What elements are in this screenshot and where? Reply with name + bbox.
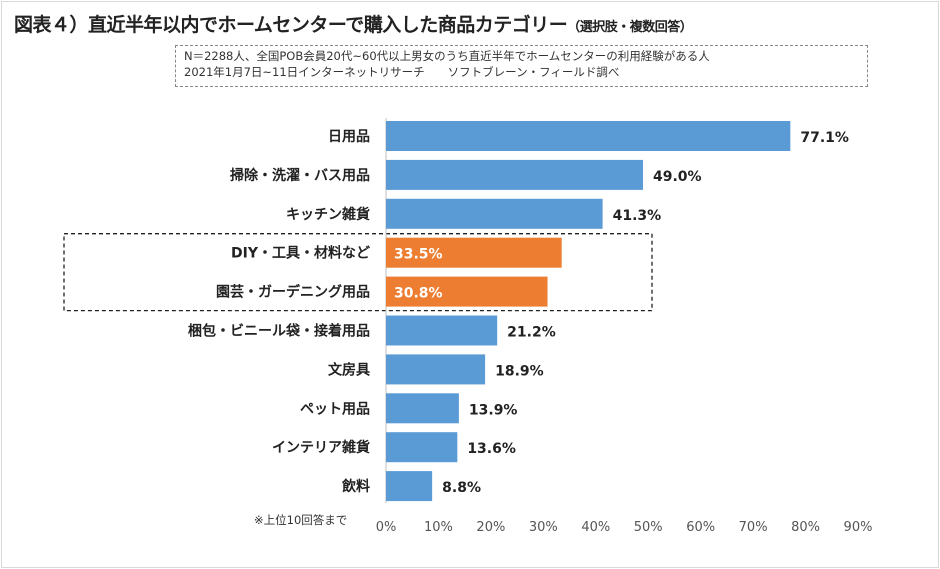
x-tick-label: 30% <box>529 520 558 535</box>
chart-title: 図表４）直近半年以内でホームセンターで購入した商品カテゴリー（選択肢・複数回答） <box>14 14 693 36</box>
bar <box>386 198 603 229</box>
bar <box>386 354 486 385</box>
note-line: N＝2288人、全国POB会員20代~60代以上男女のうち直近半年でホームセンタ… <box>184 49 710 63</box>
category-label: ペット用品 <box>300 401 370 417</box>
category-label: インテリア雑貨 <box>272 439 370 456</box>
category-label: 日用品 <box>328 129 370 145</box>
category-label: 梱包・ビニール袋・接着用品 <box>188 323 370 340</box>
category-label: キッチン雑貨 <box>286 206 370 223</box>
bar <box>386 121 791 151</box>
x-tick-label: 70% <box>739 520 768 535</box>
category-label: 園芸・ガーデニング用品 <box>216 284 370 301</box>
bar <box>386 393 459 424</box>
note-line: 2021年1月7日~11日インターネットリサーチ ソフトブレーン・フィールド調べ <box>184 65 620 79</box>
x-tick-label: 40% <box>581 520 610 535</box>
x-tick-label: 20% <box>476 520 505 535</box>
bar <box>386 276 548 307</box>
x-tick-label: 60% <box>686 520 715 535</box>
survey-note: N＝2288人、全国POB会員20代~60代以上男女のうち直近半年でホームセンタ… <box>175 45 868 87</box>
data-label: 30.8% <box>394 286 443 302</box>
footnote: ※上位10回答まで <box>254 513 348 527</box>
data-label: 49.0% <box>653 169 702 185</box>
category-label: 掃除・洗濯・バス用品 <box>230 167 370 184</box>
data-label: 41.3% <box>613 208 662 224</box>
x-tick-label: 80% <box>791 520 820 535</box>
x-tick-label: 0% <box>376 520 397 535</box>
highlight-box <box>63 233 653 312</box>
x-tick-label: 50% <box>634 520 663 535</box>
data-label: 8.8% <box>442 480 481 496</box>
bar <box>386 471 433 502</box>
bar <box>386 315 498 346</box>
data-label: 77.1% <box>800 130 849 146</box>
data-label: 13.6% <box>467 441 516 457</box>
bar <box>386 432 458 463</box>
data-label: 18.9% <box>495 363 544 379</box>
x-tick-label: 10% <box>424 520 453 535</box>
x-tick-label: 90% <box>844 520 873 535</box>
bar <box>386 237 562 268</box>
category-label: 飲料 <box>341 478 370 495</box>
category-label: DIY・工具・材料など <box>231 245 370 262</box>
title-note: （選択肢・複数回答） <box>567 20 693 35</box>
data-label: 33.5% <box>394 247 443 263</box>
bar <box>386 159 643 190</box>
category-label: 文房具 <box>328 361 370 378</box>
data-label: 13.9% <box>469 402 518 418</box>
data-label: 21.2% <box>507 325 556 341</box>
